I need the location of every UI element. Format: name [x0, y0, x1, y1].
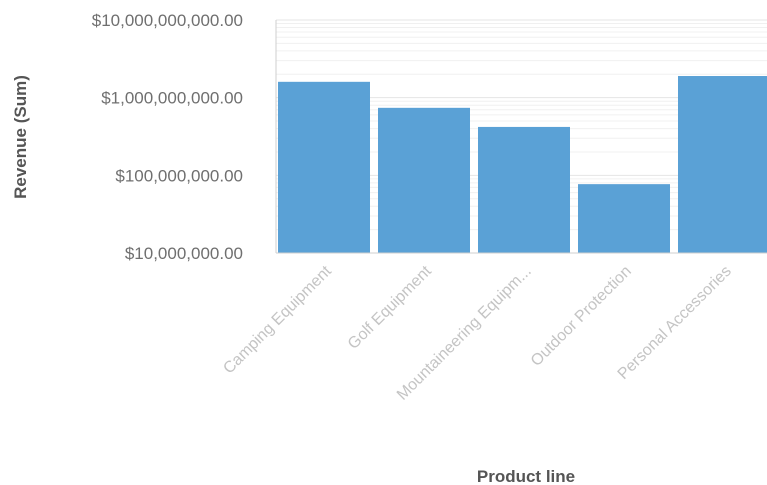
y-tick-label: $1,000,000,000.00 [101, 89, 243, 108]
bar[interactable] [578, 184, 670, 253]
bar[interactable] [678, 76, 767, 253]
bar[interactable] [478, 126, 570, 253]
y-tick-label: $100,000,000.00 [115, 166, 243, 185]
x-axis-title: Product line [477, 467, 575, 485]
x-axis-ticks: Camping Equipment Golf EquipmentMountaine… [220, 262, 735, 403]
y-tick-label: $10,000,000,000.00 [92, 11, 243, 30]
bars [278, 76, 767, 254]
y-tick-label: $10,000,000.00 [125, 244, 243, 263]
bar[interactable] [278, 81, 370, 253]
bar[interactable] [378, 107, 470, 254]
x-tick-label: Personal Accessories [615, 263, 735, 383]
x-tick-label: Outdoor Protection [528, 263, 635, 370]
x-tick-label: Golf Equipment [345, 262, 435, 352]
x-tick-label: Camping Equipment [220, 262, 335, 377]
y-axis-ticks: $10,000,000.00 $100,000,000.00 $1,000,000,… [92, 11, 243, 263]
y-axis-title: Revenue (Sum) [11, 75, 30, 199]
